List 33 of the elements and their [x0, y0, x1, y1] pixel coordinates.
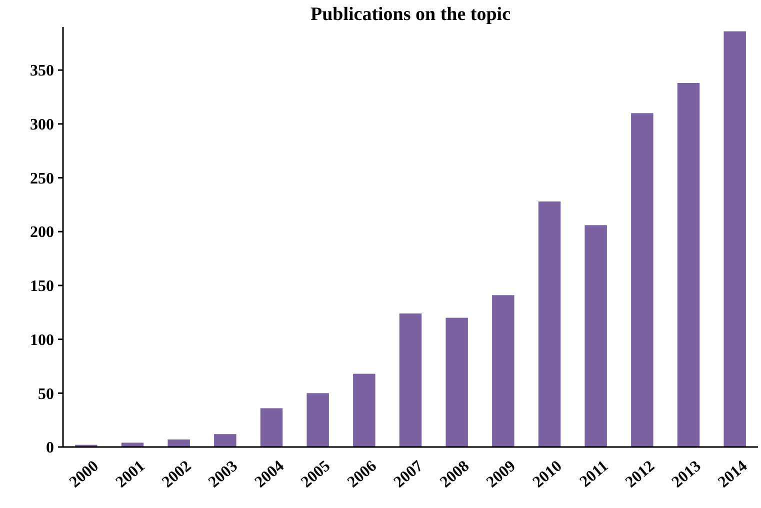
x-tick-label: 2012 — [622, 458, 658, 492]
bar — [724, 31, 746, 447]
y-tick-label: 150 — [30, 278, 54, 296]
bar — [584, 225, 607, 447]
y-tick-label: 200 — [30, 224, 54, 242]
x-tick-label: 2009 — [483, 458, 519, 492]
bar — [538, 201, 561, 447]
x-tick-label: 2002 — [159, 458, 195, 492]
bar — [306, 393, 329, 447]
bar — [631, 113, 654, 447]
y-tick-label: 250 — [30, 170, 54, 188]
bar — [260, 408, 283, 447]
bar — [168, 439, 190, 447]
y-tick-label: 100 — [30, 332, 54, 349]
x-tick-label: 2011 — [576, 458, 612, 491]
bar — [677, 83, 700, 447]
x-tick-label: 2000 — [66, 458, 102, 492]
x-tick-label: 2013 — [668, 458, 704, 492]
y-tick-label: 350 — [30, 62, 54, 80]
bar — [214, 434, 236, 447]
bar — [399, 313, 422, 447]
bar — [121, 442, 144, 447]
x-tick-label: 2008 — [437, 458, 473, 492]
bar — [446, 318, 468, 447]
bar — [492, 295, 514, 447]
y-tick-label: 300 — [30, 116, 54, 134]
y-tick-label: 0 — [46, 440, 54, 457]
y-tick-label: 50 — [38, 386, 54, 403]
x-tick-label: 2010 — [530, 458, 566, 492]
chart-title: Publications on the topic — [310, 4, 511, 25]
x-tick-label: 2001 — [112, 458, 148, 492]
x-tick-label: 2003 — [205, 458, 241, 492]
bar — [353, 374, 376, 447]
